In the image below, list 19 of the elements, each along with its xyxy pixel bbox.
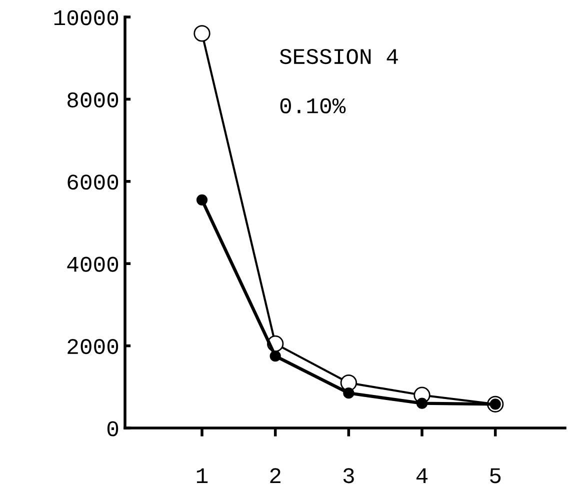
annotation: SESSION 4 [280, 48, 398, 64]
point [343, 388, 354, 399]
point [416, 398, 428, 409]
y-tick-label: 10000 [54, 10, 118, 26]
point [194, 25, 210, 42]
x-tick-label: 4 [416, 468, 428, 483]
x-tick-label: 1 [196, 468, 208, 483]
y-tick-label: 8000 [68, 92, 118, 108]
y-tick-label: 2000 [68, 338, 118, 354]
y-tick-label: 6000 [68, 174, 118, 190]
point [270, 350, 281, 362]
x-tick-label: 2 [270, 468, 280, 483]
x-tick-label: 5 [490, 468, 501, 484]
x-tick-label: 3 [343, 468, 354, 484]
point [340, 374, 357, 392]
point [196, 194, 208, 206]
y-tick-label: 0 [107, 421, 118, 436]
annotation: 0.10% [280, 98, 346, 114]
y-tick-label: 4000 [67, 256, 118, 272]
